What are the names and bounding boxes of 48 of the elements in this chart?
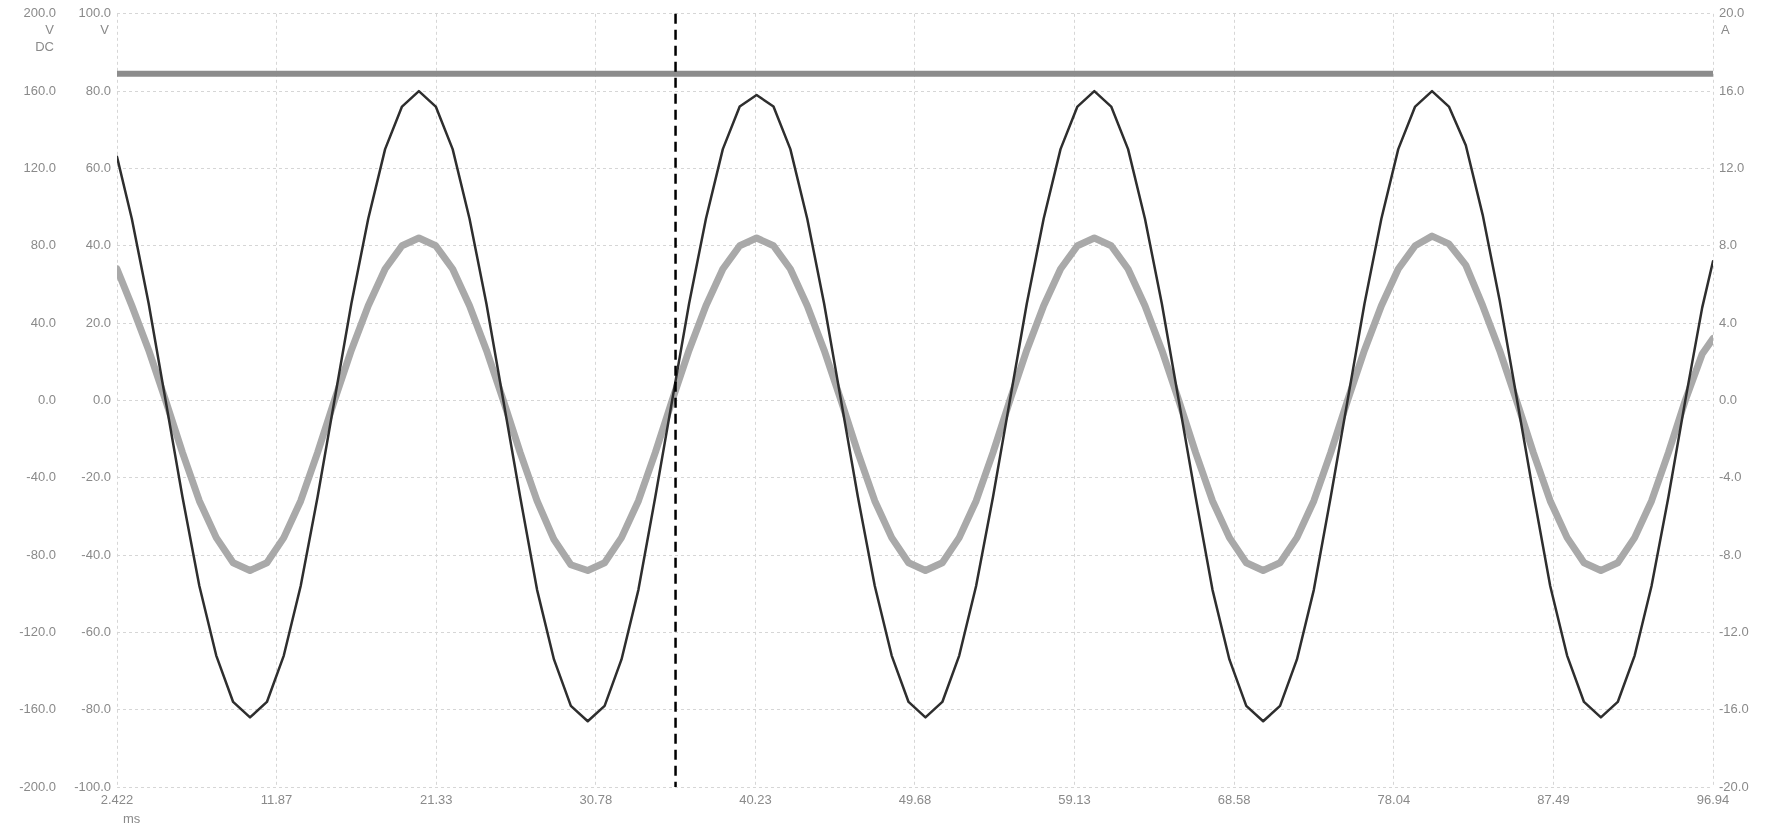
y-tick-label: 80.0 bbox=[30, 237, 56, 253]
x-tick-label: 68.58 bbox=[1217, 792, 1251, 808]
y-tick-label: -200.0 bbox=[19, 778, 56, 794]
x-tick-label: 59.13 bbox=[1058, 792, 1091, 808]
y3-tick-label: 100.0 bbox=[78, 5, 111, 21]
y-axis-title: V DC bbox=[35, 21, 55, 54]
y3-tick-label: 80.0 bbox=[85, 82, 111, 98]
x-axis-title: ms bbox=[123, 811, 141, 827]
y-tick-label: -80.0 bbox=[26, 546, 56, 562]
y2-tick-label: -16.0 bbox=[1719, 701, 1749, 717]
y3-tick-label: 40.0 bbox=[85, 237, 111, 253]
y-tick-label: 160.0 bbox=[23, 82, 56, 98]
y3-tick-label: -60.0 bbox=[81, 623, 111, 639]
y-tick-label: 40.0 bbox=[30, 314, 56, 330]
y2-tick-label: 8.0 bbox=[1719, 237, 1738, 253]
y3-axis-title: V bbox=[100, 21, 110, 37]
x-tick-label: 30.78 bbox=[579, 792, 613, 808]
y3-tick-label: 60.0 bbox=[85, 160, 111, 176]
y2-tick-label: -4.0 bbox=[1719, 469, 1742, 485]
x-tick-label: 87.49 bbox=[1537, 792, 1570, 808]
y2-tick-label: 12.0 bbox=[1719, 160, 1745, 176]
x-tick-label: 11.87 bbox=[260, 792, 293, 808]
y2-tick-label: 20.0 bbox=[1719, 5, 1745, 21]
y2-axis-title: A bbox=[1721, 21, 1730, 37]
x-tick-label: 40.23 bbox=[739, 792, 772, 808]
y3-tick-label: -20.0 bbox=[81, 469, 111, 485]
x-tick-label: 78.04 bbox=[1377, 792, 1411, 808]
y-tick-label: -120.0 bbox=[19, 623, 56, 639]
y2-tick-label: -8.0 bbox=[1719, 546, 1742, 562]
y2-tick-label: 4.0 bbox=[1719, 314, 1738, 330]
y3-tick-label: 20.0 bbox=[85, 314, 111, 330]
y3-tick-label: 0.0 bbox=[92, 391, 111, 407]
y3-tick-label: -40.0 bbox=[81, 546, 111, 562]
y3-tick-label: -80.0 bbox=[81, 701, 111, 717]
y2-tick-label: 16.0 bbox=[1719, 82, 1745, 98]
y-tick-label: 120.0 bbox=[23, 160, 56, 176]
y-tick-label: -160.0 bbox=[19, 701, 56, 717]
y-tick-label: 200.0 bbox=[23, 5, 56, 21]
y-tick-label: -40.0 bbox=[26, 469, 56, 485]
x-tick-label: 21.33 bbox=[420, 792, 453, 808]
y2-tick-label: 0.0 bbox=[1719, 391, 1738, 407]
y3-tick-label: -100.0 bbox=[74, 778, 111, 794]
y2-tick-label: -20.0 bbox=[1719, 778, 1749, 794]
x-tick-label: 49.68 bbox=[898, 792, 932, 808]
y2-tick-label: -12.0 bbox=[1719, 623, 1749, 639]
x-tick-label: 96.94 bbox=[1696, 792, 1730, 808]
x-tick-label: 2.422 bbox=[100, 792, 134, 808]
y-tick-label: 0.0 bbox=[37, 391, 56, 407]
